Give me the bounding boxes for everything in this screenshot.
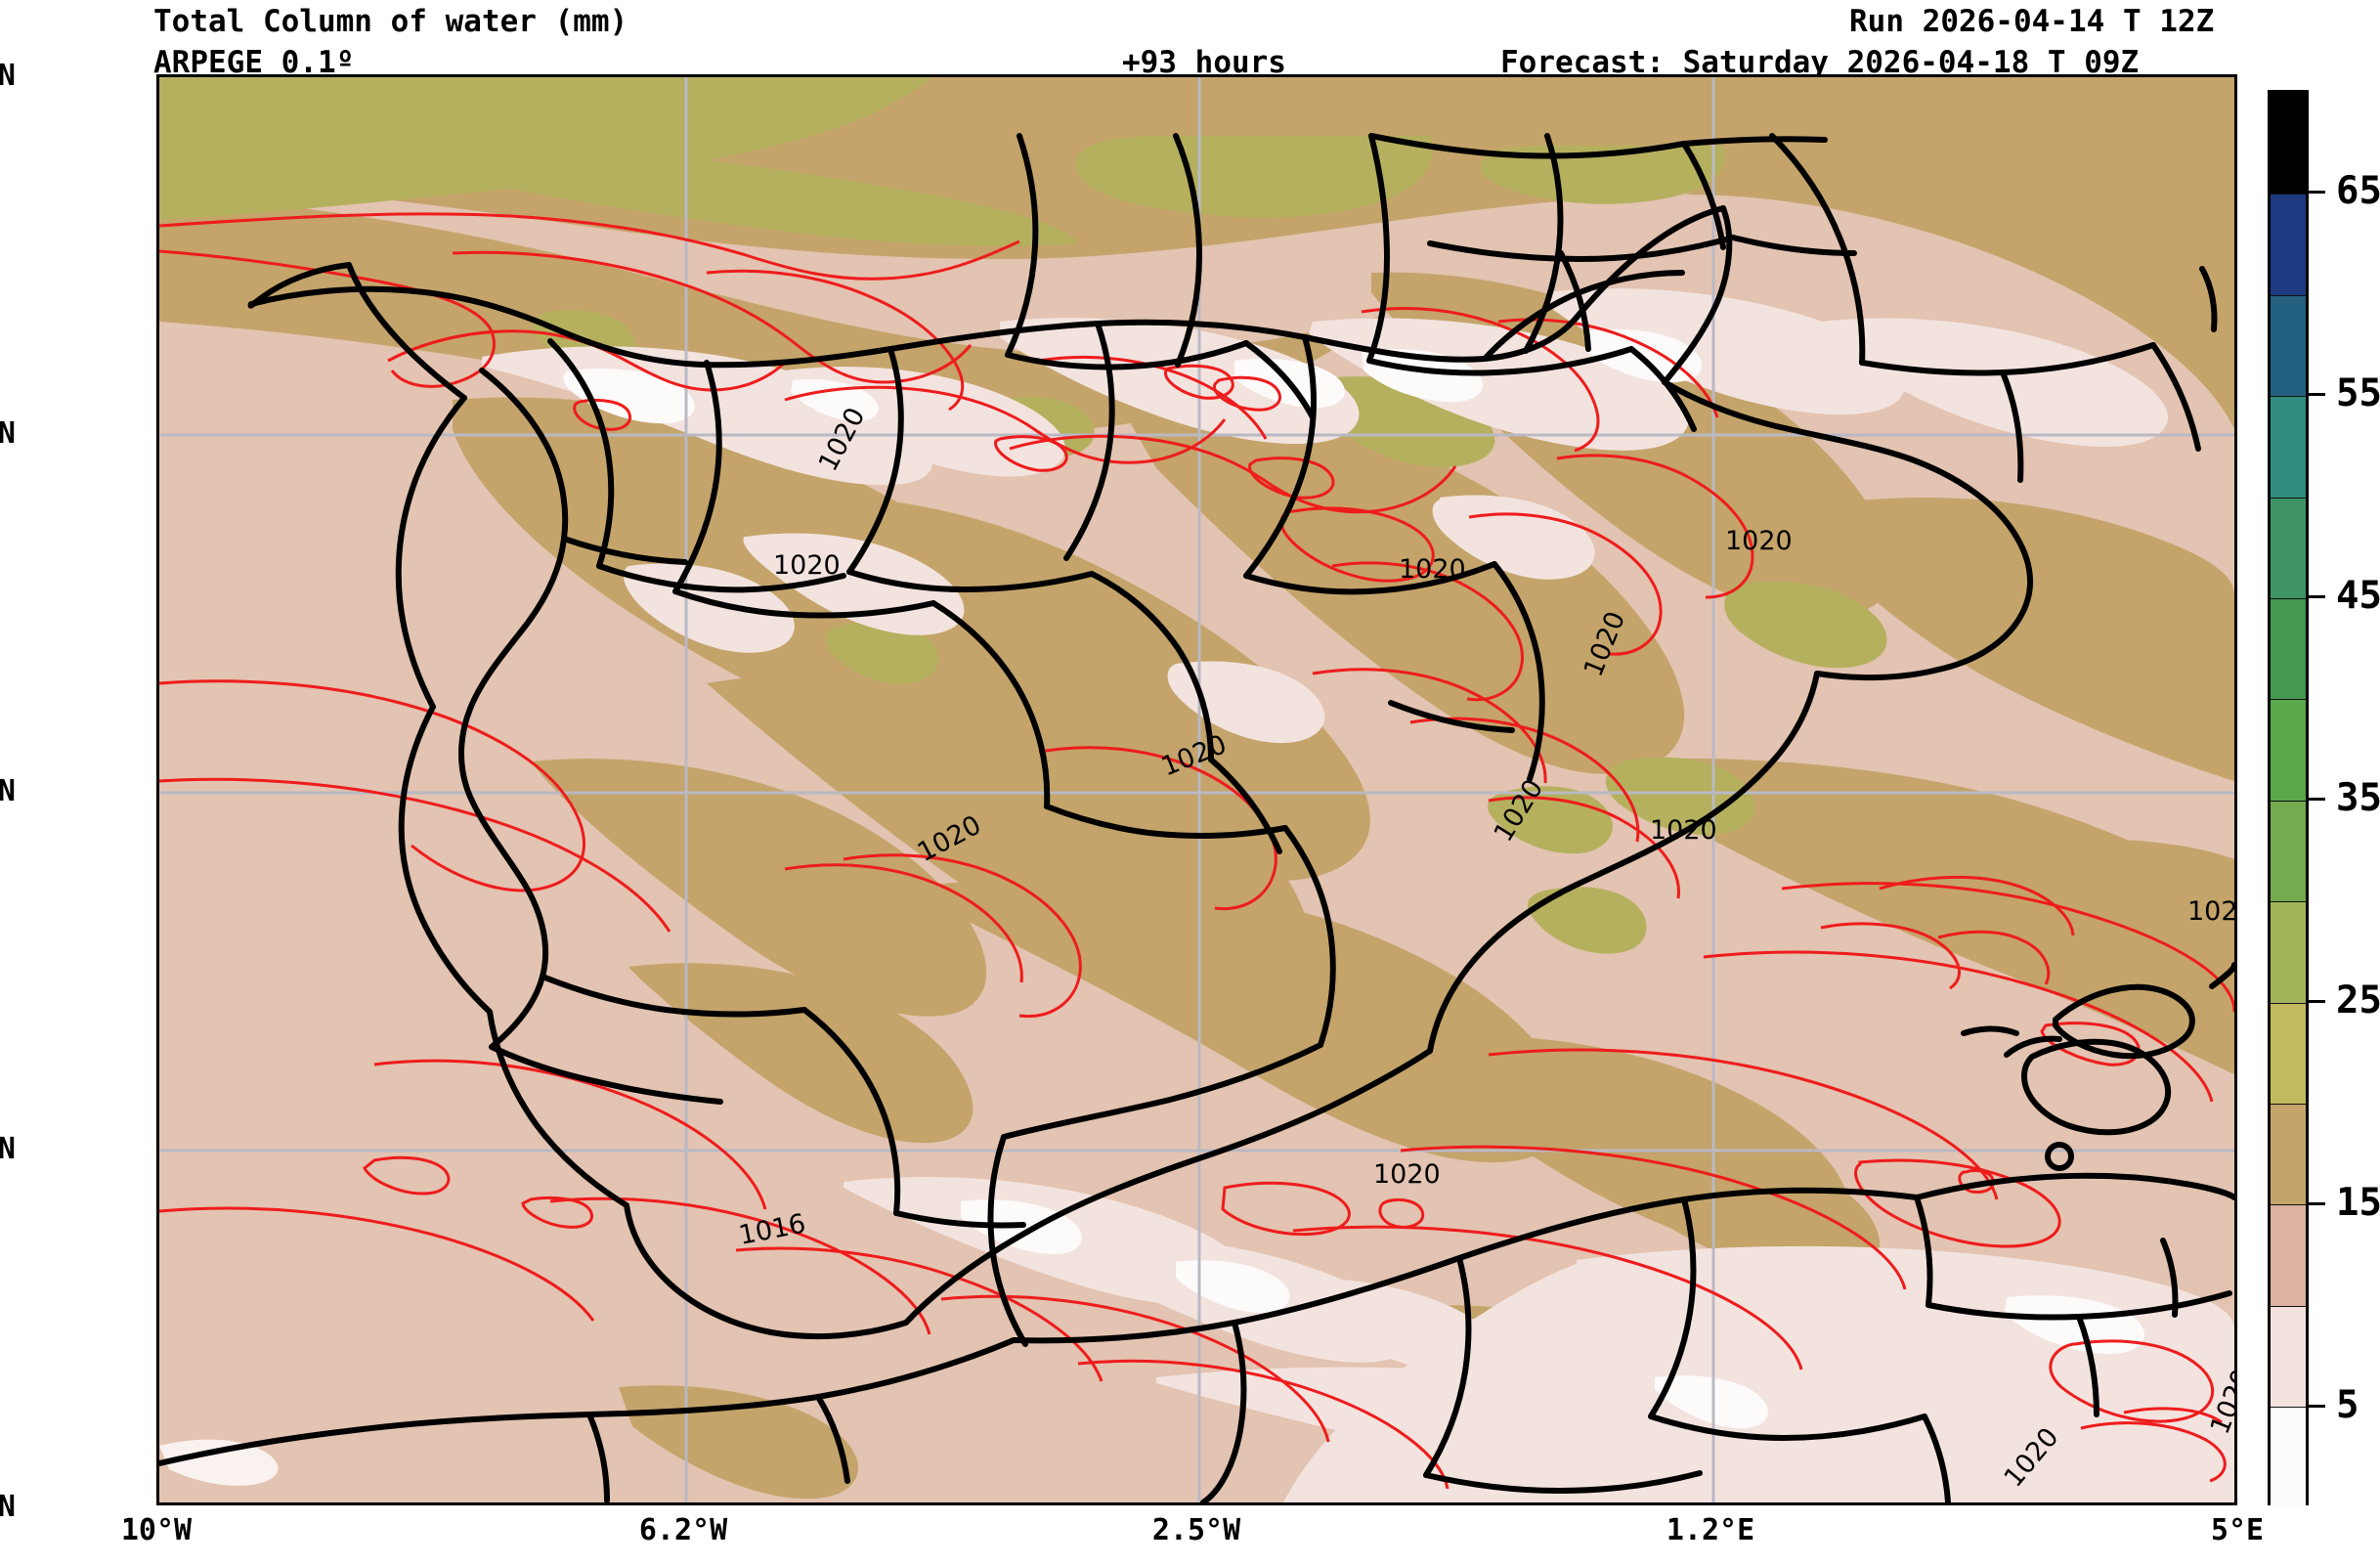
- field-band-20-25: [159, 77, 1887, 954]
- colorbar-label-15: 15: [2336, 1181, 2380, 1225]
- colorbar-label-5: 5: [2336, 1383, 2359, 1427]
- y-tick-label-2: 40°N: [0, 774, 16, 808]
- coastlines-and-borders: [159, 133, 2234, 1502]
- colorbar-label-55: 55: [2336, 371, 2380, 415]
- x-tick-label-4: 5°E: [2210, 1513, 2265, 1547]
- colorbar-tick-45: [2309, 595, 2325, 598]
- colorbar-label-25: 25: [2336, 979, 2380, 1022]
- field-band-5-10: [482, 288, 2234, 1502]
- colorbar-label-45: 45: [2336, 574, 2380, 618]
- map-plot-area[interactable]: 1020 1020 1020 1020 1020 1020 1020 1020 …: [156, 74, 2237, 1505]
- y-tick-label-3: 37.5°N: [0, 1132, 16, 1166]
- colorbar-tick-35: [2309, 798, 2325, 801]
- isobar-label: 1020: [1399, 554, 1466, 585]
- colorbar-tick-65: [2309, 191, 2325, 194]
- y-tick-label-1: 42.5°N: [0, 416, 16, 451]
- forecast-valid-label: Forecast: Saturday 2026-04-18 T 09Z: [1500, 45, 2140, 80]
- run-time-label: Run 2026-04-14 T 12Z: [1849, 4, 2215, 39]
- colorbar-band-45-50: [2271, 497, 2306, 598]
- colorbar-tick-15: [2309, 1202, 2325, 1205]
- colorbar-label-35: 35: [2336, 776, 2380, 820]
- colorbar-band-30-35: [2271, 800, 2306, 902]
- map-svg: 1020 1020 1020 1020 1020 1020 1020 1020 …: [159, 77, 2234, 1502]
- chart-title: Total Column of water (mm): [153, 4, 628, 39]
- isobar-label: 1020: [1373, 1159, 1441, 1190]
- colorbar-band-5-10: [2271, 1305, 2306, 1408]
- isobar-label: 1020: [2187, 896, 2234, 927]
- isobar-label: 1020: [1650, 815, 1717, 846]
- x-tick-label-0: 10°W: [120, 1513, 193, 1547]
- colorbar-band-gt65: [2271, 93, 2306, 195]
- colorbar-band-50-55: [2271, 396, 2306, 498]
- colorbar[interactable]: [2268, 90, 2309, 1508]
- colorbar-band-20-25: [2271, 1002, 2306, 1104]
- y-tick-label-0: 45°N: [0, 59, 16, 93]
- colorbar-band-35-40: [2271, 699, 2306, 801]
- x-tick-label-3: 1.2°E: [1666, 1513, 1755, 1547]
- y-tick-label-4: 35°N: [0, 1490, 16, 1524]
- colorbar-label-65: 65: [2336, 169, 2380, 213]
- colorbar-band-0-5: [2271, 1407, 2306, 1508]
- colorbar-tick-55: [2309, 393, 2325, 396]
- colorbar-tick-5: [2309, 1405, 2325, 1408]
- x-tick-label-2: 2.5°W: [1151, 1513, 1241, 1547]
- colorbar-band-55-60: [2271, 294, 2306, 397]
- isobar-label: 1020: [773, 550, 841, 581]
- colorbar-tick-25: [2309, 1000, 2325, 1003]
- colorbar-band-25-30: [2271, 901, 2306, 1003]
- x-tick-label-1: 6.2°W: [638, 1513, 728, 1547]
- colorbar-band-60-65: [2271, 194, 2306, 295]
- colorbar-band-10-15: [2271, 1204, 2306, 1306]
- colorbar-band-40-45: [2271, 598, 2306, 700]
- colorbar-band-15-20: [2271, 1104, 2306, 1205]
- isobar-label: 1020: [1725, 526, 1793, 556]
- field-band-0-5: [159, 1439, 279, 1486]
